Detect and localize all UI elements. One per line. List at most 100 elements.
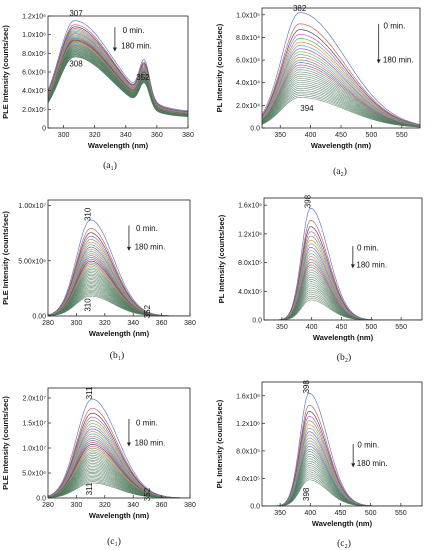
spectra-group	[48, 20, 188, 117]
annotation: 0 min.	[123, 26, 145, 35]
x-tick-label: 320	[89, 132, 101, 139]
x-tick-label: 450	[335, 510, 347, 517]
y-axis-label: PLE Intensity (counts/sec)	[1, 396, 10, 490]
x-tick-label: 300	[71, 320, 83, 327]
spectrum-line	[48, 20, 188, 112]
annotation: 398	[302, 380, 311, 394]
annotation: 180 min.	[135, 243, 166, 252]
x-tick-label: 400	[305, 132, 317, 139]
panel-caption: (b₂)	[337, 352, 351, 363]
x-tick-label: 450	[335, 132, 347, 139]
arrow-head	[112, 47, 117, 52]
spectrum-line	[262, 76, 420, 127]
y-tick-label: 8.0x10⁴	[236, 35, 260, 42]
arrow-head	[350, 264, 355, 269]
annotation: 0 min.	[357, 440, 379, 449]
plot-frame	[47, 199, 191, 317]
plot-frame	[47, 387, 191, 499]
x-tick-label: 550	[395, 324, 407, 331]
chart-b1: 280 300 320 340 360 380 0.00 5.00x10⁶ 1.00x10⁷ Wa…	[1, 199, 196, 361]
y-axis-label: PL Intensity (counts/sec)	[215, 399, 224, 488]
spectrum-line	[262, 64, 420, 127]
x-tick-label: 380	[184, 502, 196, 509]
y-tick-label: 6.0x10⁵	[22, 70, 46, 77]
annotation: 0 min.	[357, 243, 379, 252]
annotation: 311	[85, 482, 94, 495]
arrow-head	[351, 463, 356, 468]
x-axis-label: Wavelength (nm)	[313, 333, 374, 342]
y-tick-label: 1.0x10⁶	[22, 32, 46, 39]
x-tick-label: 280	[42, 320, 54, 327]
spectrum-line	[264, 299, 422, 320]
chart-c2: 350 400 450 500 550 0.0 4.0x10⁵ 8.0x10⁵ 1.2x10⁶ 1…	[215, 380, 423, 549]
y-tick-label: 8.0x10⁵	[22, 51, 46, 58]
spectrum-line	[48, 26, 188, 113]
y-axis-label: PLE Intensity (counts/sec)	[1, 211, 10, 305]
spectra-group	[262, 12, 420, 128]
x-tick-label: 320	[99, 320, 111, 327]
annotation: 180 min.	[356, 261, 387, 270]
annotation: 307	[69, 9, 83, 18]
y-tick-label: 0.0	[252, 318, 262, 325]
annotation: 0 min.	[136, 419, 158, 428]
x-tick-label: 550	[396, 132, 408, 139]
spectrum-line	[262, 23, 420, 126]
plot-frame	[261, 381, 423, 507]
y-tick-label: 2.0x10⁷	[22, 396, 46, 403]
y-tick-label: 1.2x10⁶	[238, 231, 262, 238]
x-tick-label: 500	[365, 324, 377, 331]
spectrum-line	[262, 71, 420, 127]
x-tick-label: 500	[365, 510, 377, 517]
arrow-head	[376, 59, 381, 64]
y-tick-label: 1.2x10⁶	[236, 421, 260, 428]
annotation: 352	[143, 487, 152, 501]
y-tick-label: 0.00	[32, 314, 46, 321]
x-tick-label: 400	[304, 510, 316, 517]
x-tick-label: 300	[58, 132, 70, 139]
annotation: 308	[69, 59, 83, 68]
y-tick-label: 1.2x10⁶	[22, 14, 46, 21]
x-tick-label: 450	[336, 324, 348, 331]
panel-caption: (a₁)	[103, 160, 117, 171]
x-tick-label: 550	[395, 510, 407, 517]
x-axis-label: Wavelength (nm)	[312, 519, 373, 528]
x-axis-label: Wavelength (nm)	[89, 511, 150, 520]
annotation: 0 min.	[384, 21, 406, 30]
annotation: 352	[136, 73, 150, 82]
spectrum-line	[48, 56, 188, 117]
panel-caption: (a₂)	[333, 166, 347, 177]
x-tick-label: 300	[71, 502, 83, 509]
y-tick-label: 1.6x10⁶	[236, 393, 260, 400]
x-tick-label: 350	[274, 510, 286, 517]
y-tick-label: 4.0x10⁵	[236, 476, 260, 483]
spectrum-line	[264, 207, 422, 320]
x-tick-label: 400	[306, 324, 318, 331]
y-tick-label: 1.6x10⁶	[238, 203, 262, 210]
y-axis-label: PLE Intensity (counts/sec)	[1, 25, 10, 119]
spectrum-line	[262, 392, 422, 506]
plot-frame	[263, 197, 423, 321]
x-tick-label: 280	[42, 502, 54, 509]
chart-a1: 300 320 340 360 380 0 2.0x10⁵ 4.0x10⁵ 6.0x10⁵ 8.0…	[1, 9, 194, 171]
y-tick-label: 1.00x10⁷	[19, 203, 47, 210]
chart-b2: 350 400 450 500 550 0.0 4.0x10⁵ 8.0x10⁵ 1.2x10⁶ 1…	[217, 194, 423, 363]
annotation: 180 min.	[357, 459, 388, 468]
spectrum-line	[262, 86, 420, 127]
spectrum-line	[48, 24, 188, 112]
x-tick-label: 500	[366, 132, 378, 139]
y-tick-label: 6.0x10⁴	[236, 58, 260, 65]
chart-c1: 280 300 320 340 360 380 0.0 5.0x10⁶ 1.0x10⁷ 1.5x1…	[1, 386, 196, 547]
y-tick-label: 0.0	[250, 126, 260, 133]
y-tick-label: 0.0	[36, 496, 46, 503]
panel-caption: (c₂)	[337, 538, 351, 549]
y-axis-label: PL Intensity (counts/sec)	[215, 23, 224, 112]
annotation: 398	[304, 194, 313, 208]
arrow-head	[126, 442, 131, 447]
y-tick-label: 1.0x10⁷	[22, 446, 46, 453]
x-axis-label: Wavelength (nm)	[311, 141, 372, 150]
spectra-group	[48, 398, 190, 498]
y-tick-label: 5.0x10⁶	[22, 471, 46, 478]
y-tick-label: 2.0x10⁴	[236, 103, 260, 110]
spectrum-line	[262, 41, 420, 126]
spectrum-line	[262, 80, 420, 127]
